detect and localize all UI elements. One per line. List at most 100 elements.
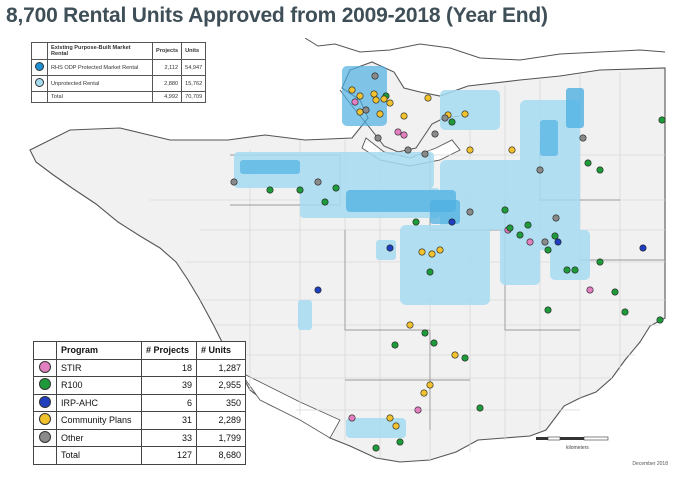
- community-plans-marker: [436, 246, 444, 254]
- community-plans-marker: [386, 414, 394, 422]
- stir-marker: [586, 286, 594, 294]
- r100-marker: [412, 218, 420, 226]
- r100-marker: [461, 354, 469, 362]
- rental-total-projects: 4,992: [151, 91, 183, 103]
- irp-ahc-swatch: [39, 395, 51, 408]
- program-row-irp-ahc: IRP-AHC 6 350: [33, 393, 246, 412]
- community-plans-marker: [428, 250, 436, 258]
- other-marker: [431, 130, 439, 138]
- program-row-units: 2,955: [196, 376, 246, 395]
- protected-rental-swatch: [35, 62, 44, 71]
- program-row-units: 350: [196, 393, 246, 412]
- other-marker: [441, 114, 449, 122]
- r100-marker: [332, 184, 340, 192]
- program-row-community-plans: Community Plans 31 2,289: [33, 411, 246, 430]
- community-plans-marker: [466, 146, 474, 154]
- other-marker: [579, 134, 587, 142]
- community-plans-marker: [392, 422, 400, 430]
- other-marker: [374, 134, 382, 142]
- program-markers: [230, 72, 666, 452]
- stir-marker: [414, 406, 422, 414]
- rental-total-units: 70,709: [181, 91, 207, 103]
- rental-density: [234, 66, 590, 438]
- community-plans-marker: [370, 90, 378, 98]
- other-marker: [552, 214, 560, 222]
- irp-ahc-marker: [554, 238, 562, 246]
- community-plans-marker: [461, 110, 469, 118]
- r100-marker: [391, 341, 399, 349]
- stir-swatch: [39, 360, 51, 373]
- program-total-projects: 127: [141, 446, 197, 465]
- other-marker: [314, 178, 322, 186]
- rental-header-label: Existing Purpose-Built Market Rental: [47, 42, 153, 60]
- program-row-label: R100: [56, 376, 142, 395]
- date-credit: December 2018: [632, 461, 668, 467]
- r100-marker: [544, 306, 552, 314]
- other-marker: [421, 150, 429, 158]
- program-total-label: Total: [56, 446, 142, 465]
- r100-marker: [372, 444, 380, 452]
- r100-marker: [563, 266, 571, 274]
- program-header-projects: # Projects: [141, 341, 197, 360]
- program-row-label: STIR: [56, 358, 142, 377]
- r100-marker: [396, 438, 404, 446]
- stir-marker: [526, 238, 534, 246]
- program-row-projects: 31: [141, 411, 197, 430]
- program-header-label: Program: [56, 341, 142, 360]
- r100-marker: [516, 231, 524, 239]
- community-plans-marker: [406, 321, 414, 329]
- r100-marker: [596, 258, 604, 266]
- r100-marker: [321, 198, 329, 206]
- community-plans-marker: [372, 96, 380, 104]
- rental-legend-table: Existing Purpose-Built Market Rental Pro…: [31, 42, 207, 103]
- r100-marker: [501, 206, 509, 214]
- program-row-units: 1,287: [196, 358, 246, 377]
- community-plans-marker: [420, 389, 428, 397]
- other-marker: [466, 208, 474, 216]
- r100-marker: [621, 308, 629, 316]
- other-marker: [371, 72, 379, 80]
- community-plans-marker: [356, 108, 364, 116]
- community-plans-marker: [400, 112, 408, 120]
- rental-row-label: RHS ODP Protected Market Rental: [47, 59, 153, 76]
- community-plans-marker: [348, 86, 356, 94]
- r100-marker: [506, 224, 514, 232]
- community-plans-marker: [508, 146, 516, 154]
- page-title: 8,700 Rental Units Approved from 2009-20…: [6, 4, 548, 27]
- r100-marker: [430, 339, 438, 347]
- r100-marker: [266, 186, 274, 194]
- rental-row-total: Total 4,992 70,709: [31, 91, 207, 103]
- rental-row-protected: RHS ODP Protected Market Rental 2,112 54…: [31, 59, 207, 76]
- program-row-projects: 39: [141, 376, 197, 395]
- other-marker: [362, 106, 370, 114]
- stir-marker: [400, 131, 408, 139]
- irp-ahc-marker: [639, 244, 647, 252]
- program-row-label: Other: [56, 428, 142, 447]
- rental-row-units: 54,947: [181, 59, 207, 76]
- r100-marker: [656, 316, 664, 324]
- community-plans-marker: [376, 110, 384, 118]
- r100-marker: [524, 221, 532, 229]
- community-plans-marker: [418, 248, 426, 256]
- program-row-units: 1,799: [196, 428, 246, 447]
- community-plans-swatch: [39, 413, 51, 426]
- rental-header-units: Units: [181, 42, 207, 60]
- r100-marker: [611, 288, 619, 296]
- other-marker: [404, 146, 412, 154]
- community-plans-marker: [424, 94, 432, 102]
- vancouver-map: [29, 38, 666, 463]
- stir-marker: [351, 98, 359, 106]
- community-plans-marker: [356, 92, 364, 100]
- program-header-units: # Units: [196, 341, 246, 360]
- irp-ahc-marker: [448, 218, 456, 226]
- irp-ahc-marker: [314, 286, 322, 294]
- program-row-other: Other 33 1,799: [33, 428, 246, 447]
- stir-marker: [394, 128, 402, 136]
- program-row-projects: 33: [141, 428, 197, 447]
- program-row-units: 2,289: [196, 411, 246, 430]
- program-total-units: 8,680: [196, 446, 246, 465]
- irp-ahc-marker: [386, 244, 394, 252]
- program-row-r100: R100 39 2,955: [33, 376, 246, 395]
- r100-marker: [584, 159, 592, 167]
- rental-header-projects: Projects: [151, 42, 183, 60]
